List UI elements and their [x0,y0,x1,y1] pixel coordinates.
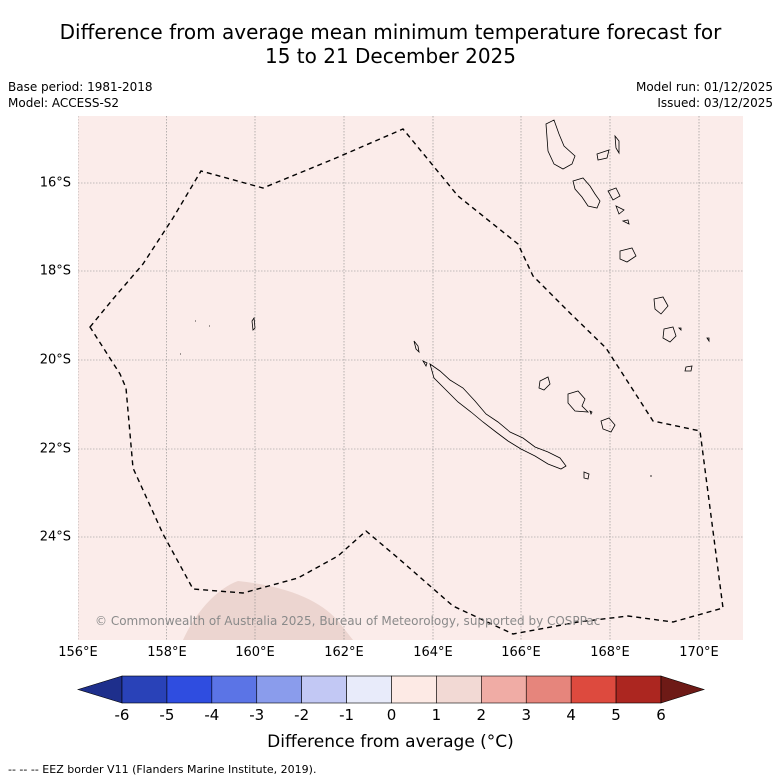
ambae-island [614,134,620,155]
aneityum-island [684,365,693,372]
map-title-line-2: 15 to 21 December 2025 [264,44,516,68]
erromango-island [653,296,669,315]
colorbar-tick-label: 4 [566,706,576,724]
map-title-line-1: Difference from average mean minimum tem… [59,20,722,44]
model-run: Model run: 01/12/2025 [635,80,773,94]
colorbar-segment [570,675,617,704]
colorbar-extend-high [660,675,706,704]
colorbar-tick-label: -6 [114,706,130,724]
colorbar-tick-label: 3 [521,706,532,724]
colorbar-segment [301,675,347,704]
colorbar-tick-label: 0 [386,706,397,724]
ambrym-island [607,187,621,201]
islet [421,360,428,367]
colorbar-segment [391,675,437,704]
colorbar-tick-label: -5 [159,706,175,724]
colorbar-segment [615,675,662,704]
epi-island [615,205,625,215]
lon-label-162e: 162°E [324,645,364,660]
eez-footnote: -- -- -- EEZ border V11 (Flanders Marine… [8,763,317,776]
colorbar-tick-label: -1 [339,706,355,724]
model-name: Model: ACCESS-S2 [8,96,120,110]
colorbar-extend-low [76,675,123,704]
graticule [78,116,743,640]
meta-left: Base period: 1981-2018 Model: ACCESS-S2 [8,79,153,111]
colorbar-tick-label: -2 [294,706,310,724]
lat-label-16s: 16°S [39,175,71,191]
colorbar-tick-label: -3 [249,706,265,724]
lon-label-170e: 170°E [679,645,719,660]
espiritu-santo-island [545,119,576,170]
ouvea-island [538,376,551,391]
eez-border [89,128,724,635]
map-canvas [78,116,743,640]
colorbar-tick-label: 1 [431,706,442,724]
isle-of-pines [583,471,590,480]
colorbar-segment [166,675,213,704]
colorbar-segment [525,675,572,704]
colorbar-segment [346,675,392,704]
mare-island [600,417,616,433]
colorbar-segment [256,675,302,704]
efate-island [619,247,637,263]
colorbar-segment [121,675,168,704]
colorbar-label: Difference from average (°C) [267,732,514,752]
colorbar-segment [211,675,258,704]
colorbar-segments [76,675,706,704]
lifou-island [567,390,590,413]
copyright-notice: © Commonwealth of Australia 2025, Bureau… [95,614,601,628]
lon-label-168e: 168°E [590,645,630,660]
lon-label-158e: 158°E [147,645,187,660]
tiny-islet [589,410,593,416]
anomaly-patch [183,581,353,640]
lat-label-18s: 18°S [39,263,71,279]
colorbar-segment [481,675,527,704]
maewo-island [596,149,610,161]
colorbar-tick-label: -4 [204,706,220,724]
new-caledonia-island [429,363,567,470]
lon-label-166e: 166°E [501,645,541,660]
anomaly-field [78,116,743,640]
shepherd-islands [621,219,630,225]
lon-label-164e: 164°E [413,645,453,660]
colorbar-segment [436,675,482,704]
lon-label-156e: 156°E [58,645,98,660]
colorbar-tick-label: 6 [656,706,666,724]
coastlines [180,119,710,480]
lon-label-160e: 160°E [235,645,275,660]
futuna-islet [678,327,682,331]
base-period: Base period: 1981-2018 [8,80,153,94]
aniwa-islet [706,337,710,343]
lat-label-22s: 22°S [39,441,71,457]
tanna-island [662,326,677,343]
lat-label-20s: 20°S [39,352,71,368]
chesterfield-islet [251,316,256,331]
lat-label-24s: 24°S [39,529,71,545]
malakula-island [572,177,601,209]
meta-right: Model run: 01/12/2025 Issued: 03/12/2025 [636,79,773,111]
colorbar-tick-label: 2 [476,706,487,724]
issued-date: Issued: 03/12/2025 [657,96,773,110]
map-panel [78,116,743,640]
colorbar-tick-label: 5 [611,706,621,724]
belep-islands [413,340,420,354]
